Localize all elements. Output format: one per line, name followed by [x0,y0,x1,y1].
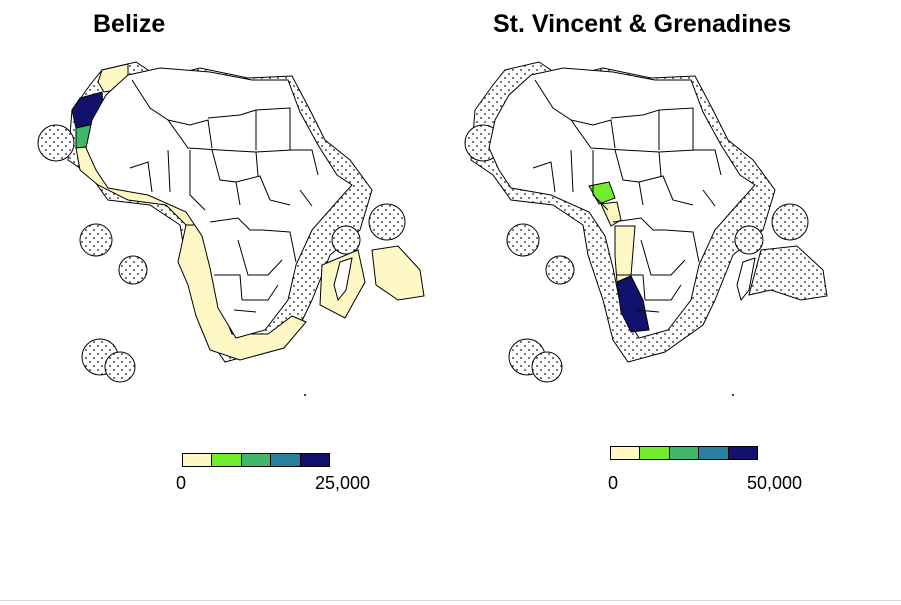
map-marker-dot [732,394,734,396]
legend-max-label: 25,000 [315,473,371,493]
legend-swatch-1 [611,447,641,459]
africa-eez-map [37,61,425,396]
legend-colorbar [182,453,330,467]
country-borders [532,79,722,313]
legend-swatch-1 [183,454,213,466]
panel-title: St. Vincent & Grenadines [493,10,792,38]
legend-swatch-5 [300,454,330,466]
africa-countries [85,67,353,339]
map-panel-belize: Belize [0,0,450,605]
eez-highlight [588,181,650,333]
country-borders [129,79,319,313]
legend-max-label: 50,000 [747,473,803,493]
legend-min-label: 0 [176,473,187,493]
africa-eez-map [464,61,828,396]
map-panel-st-vincent: St. Vincent & Grenadines [451,0,901,605]
legend-swatch-4 [271,454,301,466]
legend-swatch-4 [699,447,729,459]
legend-swatch-3 [669,447,700,459]
legend-swatch-2 [212,454,242,466]
map-marker-dot [304,394,306,396]
bottom-divider [0,600,901,601]
legend-swatch-3 [241,454,272,466]
legend-colorbar [610,446,758,460]
legend-swatch-5 [728,447,758,459]
legend-swatch-2 [640,447,670,459]
panel-title: Belize [93,10,166,38]
legend-min-label: 0 [608,473,619,493]
africa-countries [488,67,756,339]
